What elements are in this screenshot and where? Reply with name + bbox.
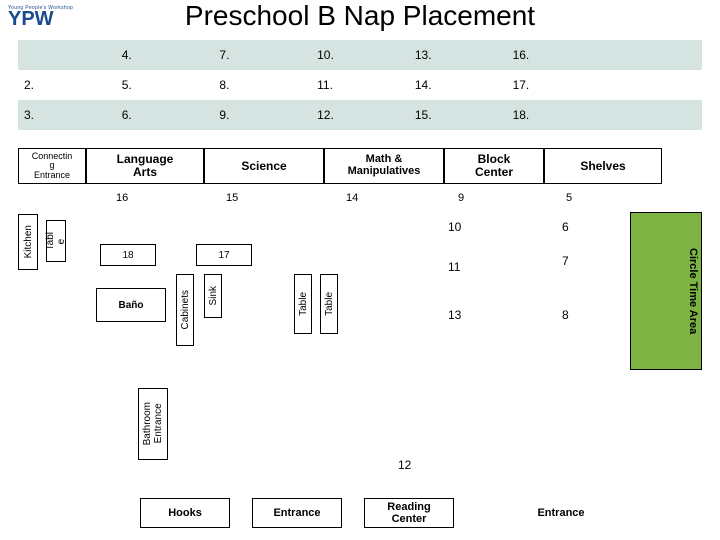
circle-time-label: Circle Time Area: [687, 213, 699, 369]
vertical-box: Kitchen: [18, 214, 38, 270]
subject-cell: Connectin g Entrance: [18, 148, 86, 184]
mid-box: Baño: [96, 288, 166, 322]
subject-row: Connectin g EntranceLanguage ArtsScience…: [18, 148, 662, 184]
table-row: 4.7.10.13.16.: [18, 40, 702, 70]
mid-num: 7: [562, 254, 569, 268]
mid-box: Table: [320, 274, 338, 334]
vertical-box: Tabl e: [46, 220, 66, 262]
page-title: Preschool B Nap Placement: [0, 0, 720, 32]
bottom-box: Entrance: [516, 498, 606, 528]
mid-num: 11: [448, 260, 460, 274]
table-row: 3.6.9.12.15.18.: [18, 100, 702, 130]
mid-box: Table: [294, 274, 312, 334]
mid-box: 18: [100, 244, 156, 266]
mid-num: 10: [448, 220, 461, 234]
subject-num: 14: [346, 192, 396, 204]
subject-cell: Shelves: [544, 148, 662, 184]
subject-cell: Science: [204, 148, 324, 184]
mid-box: 17: [196, 244, 252, 266]
mid-box: Cabinets: [176, 274, 194, 346]
subject-num: 5: [566, 192, 606, 204]
subject-num: 9: [458, 192, 498, 204]
num-12: 12: [398, 458, 411, 472]
placement-table: 4.7.10.13.16. 2.5.8.11.14.17. 3.6.9.12.1…: [18, 40, 702, 130]
subject-cell: Language Arts: [86, 148, 204, 184]
mid-num: 13: [448, 308, 461, 322]
mid-num: 8: [562, 308, 569, 322]
circle-time-area: Circle Time Area: [630, 212, 702, 370]
subject-cell: Math & Manipulatives: [324, 148, 444, 184]
subject-num: 15: [226, 192, 276, 204]
subject-cell: Block Center: [444, 148, 544, 184]
bathroom-entrance: Bathroom Entrance: [138, 388, 168, 460]
bottom-box: Hooks: [140, 498, 230, 528]
subject-num: 16: [116, 192, 166, 204]
mid-box: Sink: [204, 274, 222, 318]
mid-num: 6: [562, 220, 569, 234]
bottom-box: Reading Center: [364, 498, 454, 528]
bottom-box: Entrance: [252, 498, 342, 528]
table-row: 2.5.8.11.14.17.: [18, 70, 702, 100]
bottom-row: Hooks Entrance Reading Center Entrance: [140, 498, 606, 528]
